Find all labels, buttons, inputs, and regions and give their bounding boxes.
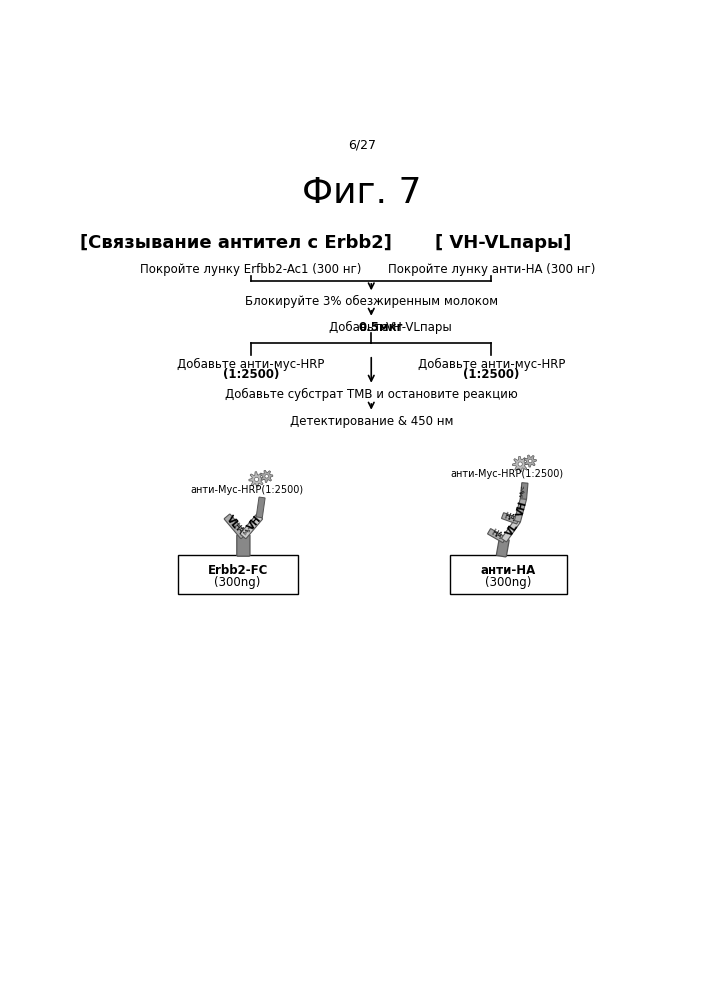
Circle shape — [255, 477, 259, 481]
Text: Мус: Мус — [520, 484, 526, 497]
Text: VH-VLпары: VH-VLпары — [386, 321, 452, 334]
Text: Erbb2-FC: Erbb2-FC — [207, 564, 268, 577]
Text: (300ng): (300ng) — [214, 576, 261, 589]
Polygon shape — [524, 455, 537, 467]
FancyBboxPatch shape — [501, 513, 519, 524]
Text: НА: НА — [230, 522, 245, 536]
Text: 6/27: 6/27 — [348, 138, 376, 151]
Circle shape — [265, 475, 269, 478]
Text: НА: НА — [489, 528, 503, 542]
FancyBboxPatch shape — [515, 498, 527, 522]
Text: анти-Мус-HRP(1:2500): анти-Мус-HRP(1:2500) — [191, 485, 304, 495]
FancyBboxPatch shape — [256, 497, 265, 518]
Text: 0.5мкг: 0.5мкг — [359, 321, 404, 334]
Text: Блокируйте 3% обезжиренным молоком: Блокируйте 3% обезжиренным молоком — [245, 295, 498, 308]
Polygon shape — [261, 470, 273, 482]
Text: Добавьте анти-мус-HRP: Добавьте анти-мус-HRP — [418, 358, 565, 371]
Text: [ VH-VLпары]: [ VH-VLпары] — [435, 234, 571, 252]
FancyBboxPatch shape — [450, 555, 566, 594]
Text: VH: VH — [245, 514, 264, 533]
Text: Покройте лунку анти-НА (300 нг): Покройте лунку анти-НА (300 нг) — [387, 263, 595, 276]
Text: Добавьте анти-мус-HRP: Добавьте анти-мус-HRP — [177, 358, 325, 371]
FancyBboxPatch shape — [224, 514, 247, 539]
Text: Мус: Мус — [243, 523, 255, 536]
Text: Добавьте: Добавьте — [329, 321, 392, 334]
Text: анти-НА: анти-НА — [481, 564, 536, 577]
FancyBboxPatch shape — [501, 519, 520, 542]
Circle shape — [518, 462, 522, 466]
Text: анти-Мус-HRP(1:2500): анти-Мус-HRP(1:2500) — [450, 469, 563, 479]
FancyBboxPatch shape — [237, 535, 250, 556]
Text: [Связывание антител с Erbb2]: [Связывание антител с Erbb2] — [80, 234, 392, 252]
Text: Покройте лунку Erfbb2-Ac1 (300 нг): Покройте лунку Erfbb2-Ac1 (300 нг) — [141, 263, 362, 276]
Text: (300ng): (300ng) — [485, 576, 532, 589]
Text: (1:2500): (1:2500) — [463, 368, 520, 381]
FancyBboxPatch shape — [520, 483, 528, 499]
Circle shape — [529, 459, 532, 463]
Text: НА: НА — [503, 511, 516, 524]
FancyBboxPatch shape — [488, 529, 506, 543]
Text: Детектирование & 450 нм: Детектирование & 450 нм — [289, 415, 453, 428]
Text: VH: VH — [515, 500, 529, 518]
FancyBboxPatch shape — [240, 514, 262, 539]
Text: VL: VL — [224, 514, 240, 531]
FancyBboxPatch shape — [177, 555, 298, 594]
Text: (1:2500): (1:2500) — [223, 368, 279, 381]
Polygon shape — [513, 456, 528, 472]
Polygon shape — [249, 472, 264, 487]
Text: Фиг. 7: Фиг. 7 — [302, 176, 421, 210]
Text: Добавьте субстрат ТМВ и остановите реакцию: Добавьте субстрат ТМВ и остановите реакц… — [225, 388, 518, 401]
FancyBboxPatch shape — [496, 538, 509, 557]
Text: VL: VL — [504, 521, 520, 538]
